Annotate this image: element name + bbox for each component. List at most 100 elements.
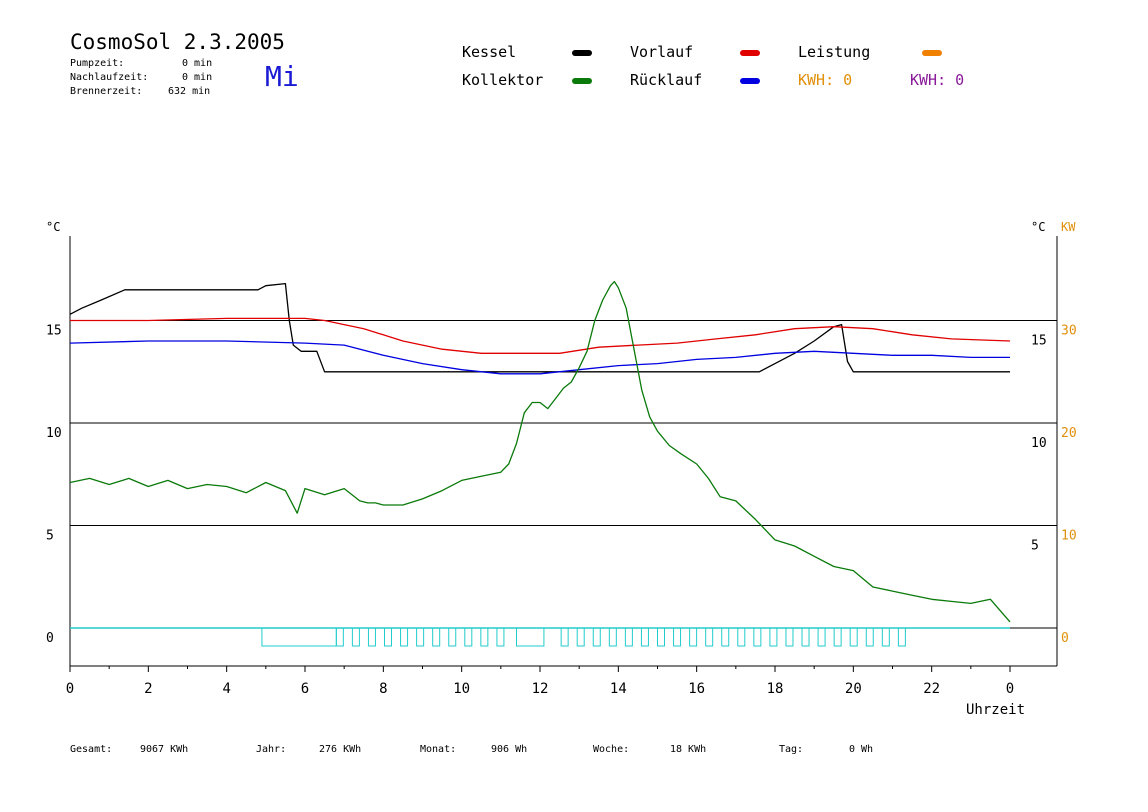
burner-cycle [753, 627, 762, 647]
stat-value-pumpzeit: 0 min [182, 58, 213, 69]
stat-label-pumpzeit: Pumpzeit: [70, 58, 125, 69]
footer-gesamt-label: Gesamt: [70, 744, 113, 755]
burner-cycle [592, 627, 601, 647]
y-right-tick-label: 20 [1061, 426, 1077, 441]
burner-cycle [737, 627, 746, 647]
burner-cycle [673, 627, 682, 647]
y-left-tick-label: 15 [46, 324, 62, 339]
burner-cycle [785, 627, 794, 647]
x-tick-label: 4 [222, 681, 230, 697]
x-tick-label: 8 [379, 681, 387, 697]
legend-vorlauf-swatch [740, 50, 760, 56]
y-right-tick-label: 30 [1061, 324, 1077, 339]
burner-cycle [576, 627, 585, 647]
burner-cycle [705, 627, 714, 647]
legend-kwh-orange: KWH: 0 [798, 71, 853, 89]
burner-cycle [448, 627, 457, 647]
x-tick-label: 0 [1006, 681, 1014, 697]
legend-kessel-label: Kessel [462, 43, 517, 61]
burner-cycle [496, 627, 505, 647]
burner-cycle [897, 627, 906, 647]
x-tick-label: 14 [610, 681, 627, 697]
legend-kollektor-swatch [572, 78, 592, 84]
footer-monat-label: Monat: [420, 744, 457, 755]
y-inner-tick-label: 10 [1031, 436, 1047, 451]
footer-woche-value: 18 KWh [670, 744, 707, 755]
footer-monat-value: 906 Wh [491, 744, 528, 755]
burner-cycle [865, 627, 874, 647]
chart-title: CosmoSol 2.3.2005 [70, 30, 285, 54]
y-right-tick-label: 10 [1061, 529, 1077, 544]
x-axis-label: Uhrzeit [966, 702, 1025, 718]
y-left-unit: °C [46, 220, 60, 234]
x-tick-label: 16 [688, 681, 705, 697]
burner-cycle [367, 627, 376, 647]
y-left-tick-label: 5 [46, 529, 54, 544]
series-kollektor [69, 280, 1011, 623]
axes [69, 236, 1058, 672]
burner-cycle [560, 627, 569, 647]
burner-pulse-0 [261, 627, 337, 647]
y-right-tick-label: 0 [1061, 631, 1069, 646]
weekday-label: Mi [265, 60, 299, 93]
burner-cycle [657, 627, 665, 647]
x-tick-label: 18 [767, 681, 784, 697]
burner-cycle [400, 627, 409, 647]
series-vorlauf [70, 317, 1011, 354]
footer-tag-value: 0 Wh [849, 744, 874, 755]
x-tick-label: 2 [144, 681, 152, 697]
y-left-tick-label: 10 [46, 426, 62, 441]
x-tick-label: 0 [66, 681, 74, 697]
burner-cycle [351, 627, 360, 647]
y-left-tick-label: 0 [46, 631, 54, 646]
legend-kwh-purple: KWH: 0 [910, 71, 965, 89]
x-tick-label: 10 [453, 681, 470, 697]
burner-cycle [416, 627, 425, 647]
burner-cycle [769, 627, 778, 647]
burner-cycle [624, 627, 633, 647]
axis-labels: 0 2 4 6 8 10 12 14 16 18 20 22 0 Uhrzeit °C 0 5 10 15 5 10 15… [46, 220, 1077, 718]
grid-lines [70, 320, 1057, 629]
legend-vorlauf-label: Vorlauf [630, 43, 694, 61]
x-tick-label: 6 [301, 681, 309, 697]
footer-woche-label: Woche: [593, 744, 630, 755]
burner-cycle [801, 627, 810, 647]
y-right-unit-kw: KW [1061, 220, 1076, 234]
y-inner-tick-label: 15 [1031, 334, 1047, 349]
series-kessel [69, 282, 1010, 373]
burner-cycle [432, 627, 441, 647]
x-tick-label: 12 [532, 681, 549, 697]
burner-cycle [384, 627, 393, 647]
burner-cycle [881, 627, 890, 647]
stat-label-nachlaufzeit: Nachlaufzeit: [70, 72, 149, 83]
burner-cycle [608, 627, 617, 647]
stat-value-brennerzeit: 632 min [168, 86, 211, 97]
series-lines [69, 280, 1011, 647]
burner-cycle [849, 627, 858, 647]
burner-cycle [833, 627, 842, 647]
footer-jahr-label: Jahr: [256, 744, 287, 755]
legend-ruecklauf-swatch [740, 78, 760, 84]
legend-leistung-swatch [922, 50, 942, 56]
y-inner-tick-label: 5 [1031, 539, 1039, 554]
series-rücklauf [69, 340, 1010, 375]
burner-cycle [464, 627, 473, 647]
x-tick-label: 22 [923, 681, 940, 697]
x-tick-label: 20 [845, 681, 862, 697]
footer-gesamt-value: 9067 KWh [140, 744, 189, 755]
y-right-unit: °C [1031, 220, 1045, 234]
burner-cycle [689, 627, 698, 647]
legend-kollektor-label: Kollektor [462, 71, 544, 89]
burner-cycle [640, 627, 649, 647]
stat-value-nachlaufzeit: 0 min [182, 72, 213, 83]
burner-pulse-1 [516, 627, 545, 647]
burner-cycle [721, 627, 730, 647]
footer-jahr-value: 276 KWh [319, 744, 362, 755]
burner-cycle [480, 627, 489, 647]
burner-cycle [335, 627, 344, 647]
legend-ruecklauf-label: Rücklauf [630, 71, 703, 89]
legend-leistung-label: Leistung [798, 43, 871, 61]
legend-kessel-swatch [572, 50, 592, 56]
footer-tag-label: Tag: [779, 744, 804, 755]
